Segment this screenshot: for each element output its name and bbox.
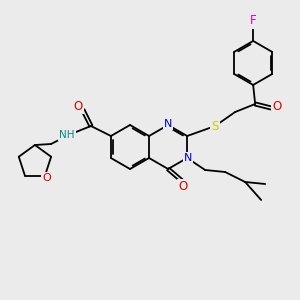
Text: O: O bbox=[272, 100, 282, 113]
Text: N: N bbox=[164, 119, 172, 129]
Text: O: O bbox=[73, 100, 83, 112]
Text: N: N bbox=[184, 153, 192, 163]
Text: O: O bbox=[178, 181, 188, 194]
Text: S: S bbox=[212, 119, 219, 133]
Text: NH: NH bbox=[59, 130, 75, 140]
Text: O: O bbox=[43, 173, 51, 183]
Text: F: F bbox=[250, 14, 256, 27]
